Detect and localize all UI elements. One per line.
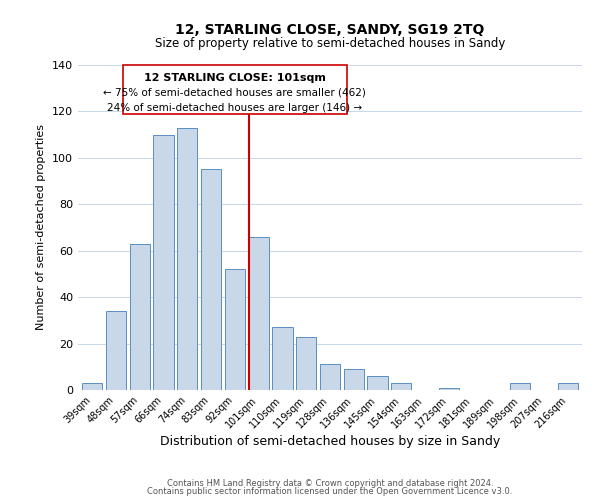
Bar: [557, 383, 578, 390]
Text: ← 75% of semi-detached houses are smaller (462): ← 75% of semi-detached houses are smalle…: [103, 88, 367, 98]
Text: 12, STARLING CLOSE, SANDY, SG19 2TQ: 12, STARLING CLOSE, SANDY, SG19 2TQ: [175, 22, 485, 36]
Bar: [154, 134, 173, 390]
Bar: [510, 383, 530, 390]
Text: 12 STARLING CLOSE: 101sqm: 12 STARLING CLOSE: 101sqm: [144, 73, 326, 83]
Bar: [106, 311, 126, 390]
X-axis label: Distribution of semi-detached houses by size in Sandy: Distribution of semi-detached houses by …: [160, 436, 500, 448]
Bar: [272, 328, 293, 390]
Text: Contains HM Land Registry data © Crown copyright and database right 2024.: Contains HM Land Registry data © Crown c…: [167, 478, 493, 488]
Bar: [320, 364, 340, 390]
Text: Contains public sector information licensed under the Open Government Licence v3: Contains public sector information licen…: [148, 487, 512, 496]
Bar: [344, 369, 364, 390]
Bar: [391, 383, 412, 390]
Bar: [439, 388, 459, 390]
Bar: [296, 336, 316, 390]
Bar: [177, 128, 197, 390]
FancyBboxPatch shape: [123, 65, 347, 114]
Bar: [130, 244, 150, 390]
Bar: [201, 170, 221, 390]
Bar: [225, 270, 245, 390]
Y-axis label: Number of semi-detached properties: Number of semi-detached properties: [37, 124, 46, 330]
Text: Size of property relative to semi-detached houses in Sandy: Size of property relative to semi-detach…: [155, 38, 505, 51]
Bar: [367, 376, 388, 390]
Bar: [82, 383, 103, 390]
Text: 24% of semi-detached houses are larger (146) →: 24% of semi-detached houses are larger (…: [107, 103, 362, 113]
Bar: [248, 237, 269, 390]
